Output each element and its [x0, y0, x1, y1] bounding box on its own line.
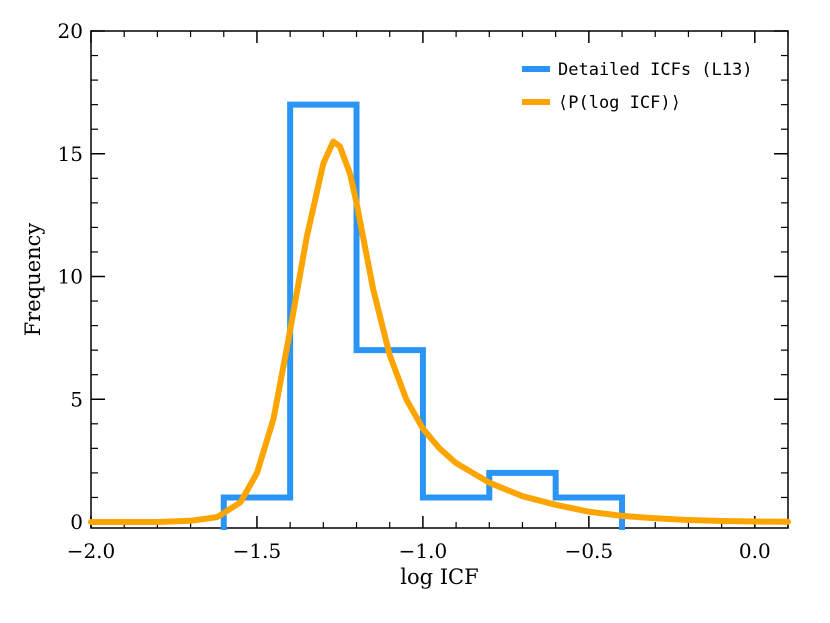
y-tick-labels: 0 5 10 15 20: [58, 19, 83, 534]
legend-label-histogram: Detailed ICFs (L13): [558, 60, 752, 80]
x-tick-label: −2.0: [67, 539, 116, 563]
pdf-curve: [88, 138, 791, 525]
x-tick-label: −0.5: [565, 539, 614, 563]
x-axis-label: log ICF: [400, 565, 478, 589]
y-axis-label: Frequency: [21, 223, 45, 337]
y-tick-label: 5: [70, 387, 83, 411]
legend: Detailed ICFs (L13) ⟨P(log ICF)⟩: [522, 60, 752, 113]
minor-ticks: [91, 31, 789, 528]
series-layer: [88, 101, 791, 530]
major-ticks: [90, 30, 788, 528]
x-tick-labels: −2.0 −1.5 −1.0 −0.5 0.0: [67, 539, 771, 563]
plot-frame: [90, 30, 789, 529]
x-tick-label: −1.0: [399, 539, 448, 563]
y-tick-label: 15: [58, 142, 83, 166]
x-tick-label: 0.0: [739, 539, 771, 563]
legend-label-curve: ⟨P(log ICF)⟩: [558, 93, 681, 113]
histogram-step: [220, 101, 626, 530]
y-tick-label: 10: [58, 265, 83, 289]
y-tick-label: 0: [70, 510, 83, 534]
x-tick-label: −1.5: [233, 539, 282, 563]
y-tick-label: 20: [58, 19, 83, 43]
